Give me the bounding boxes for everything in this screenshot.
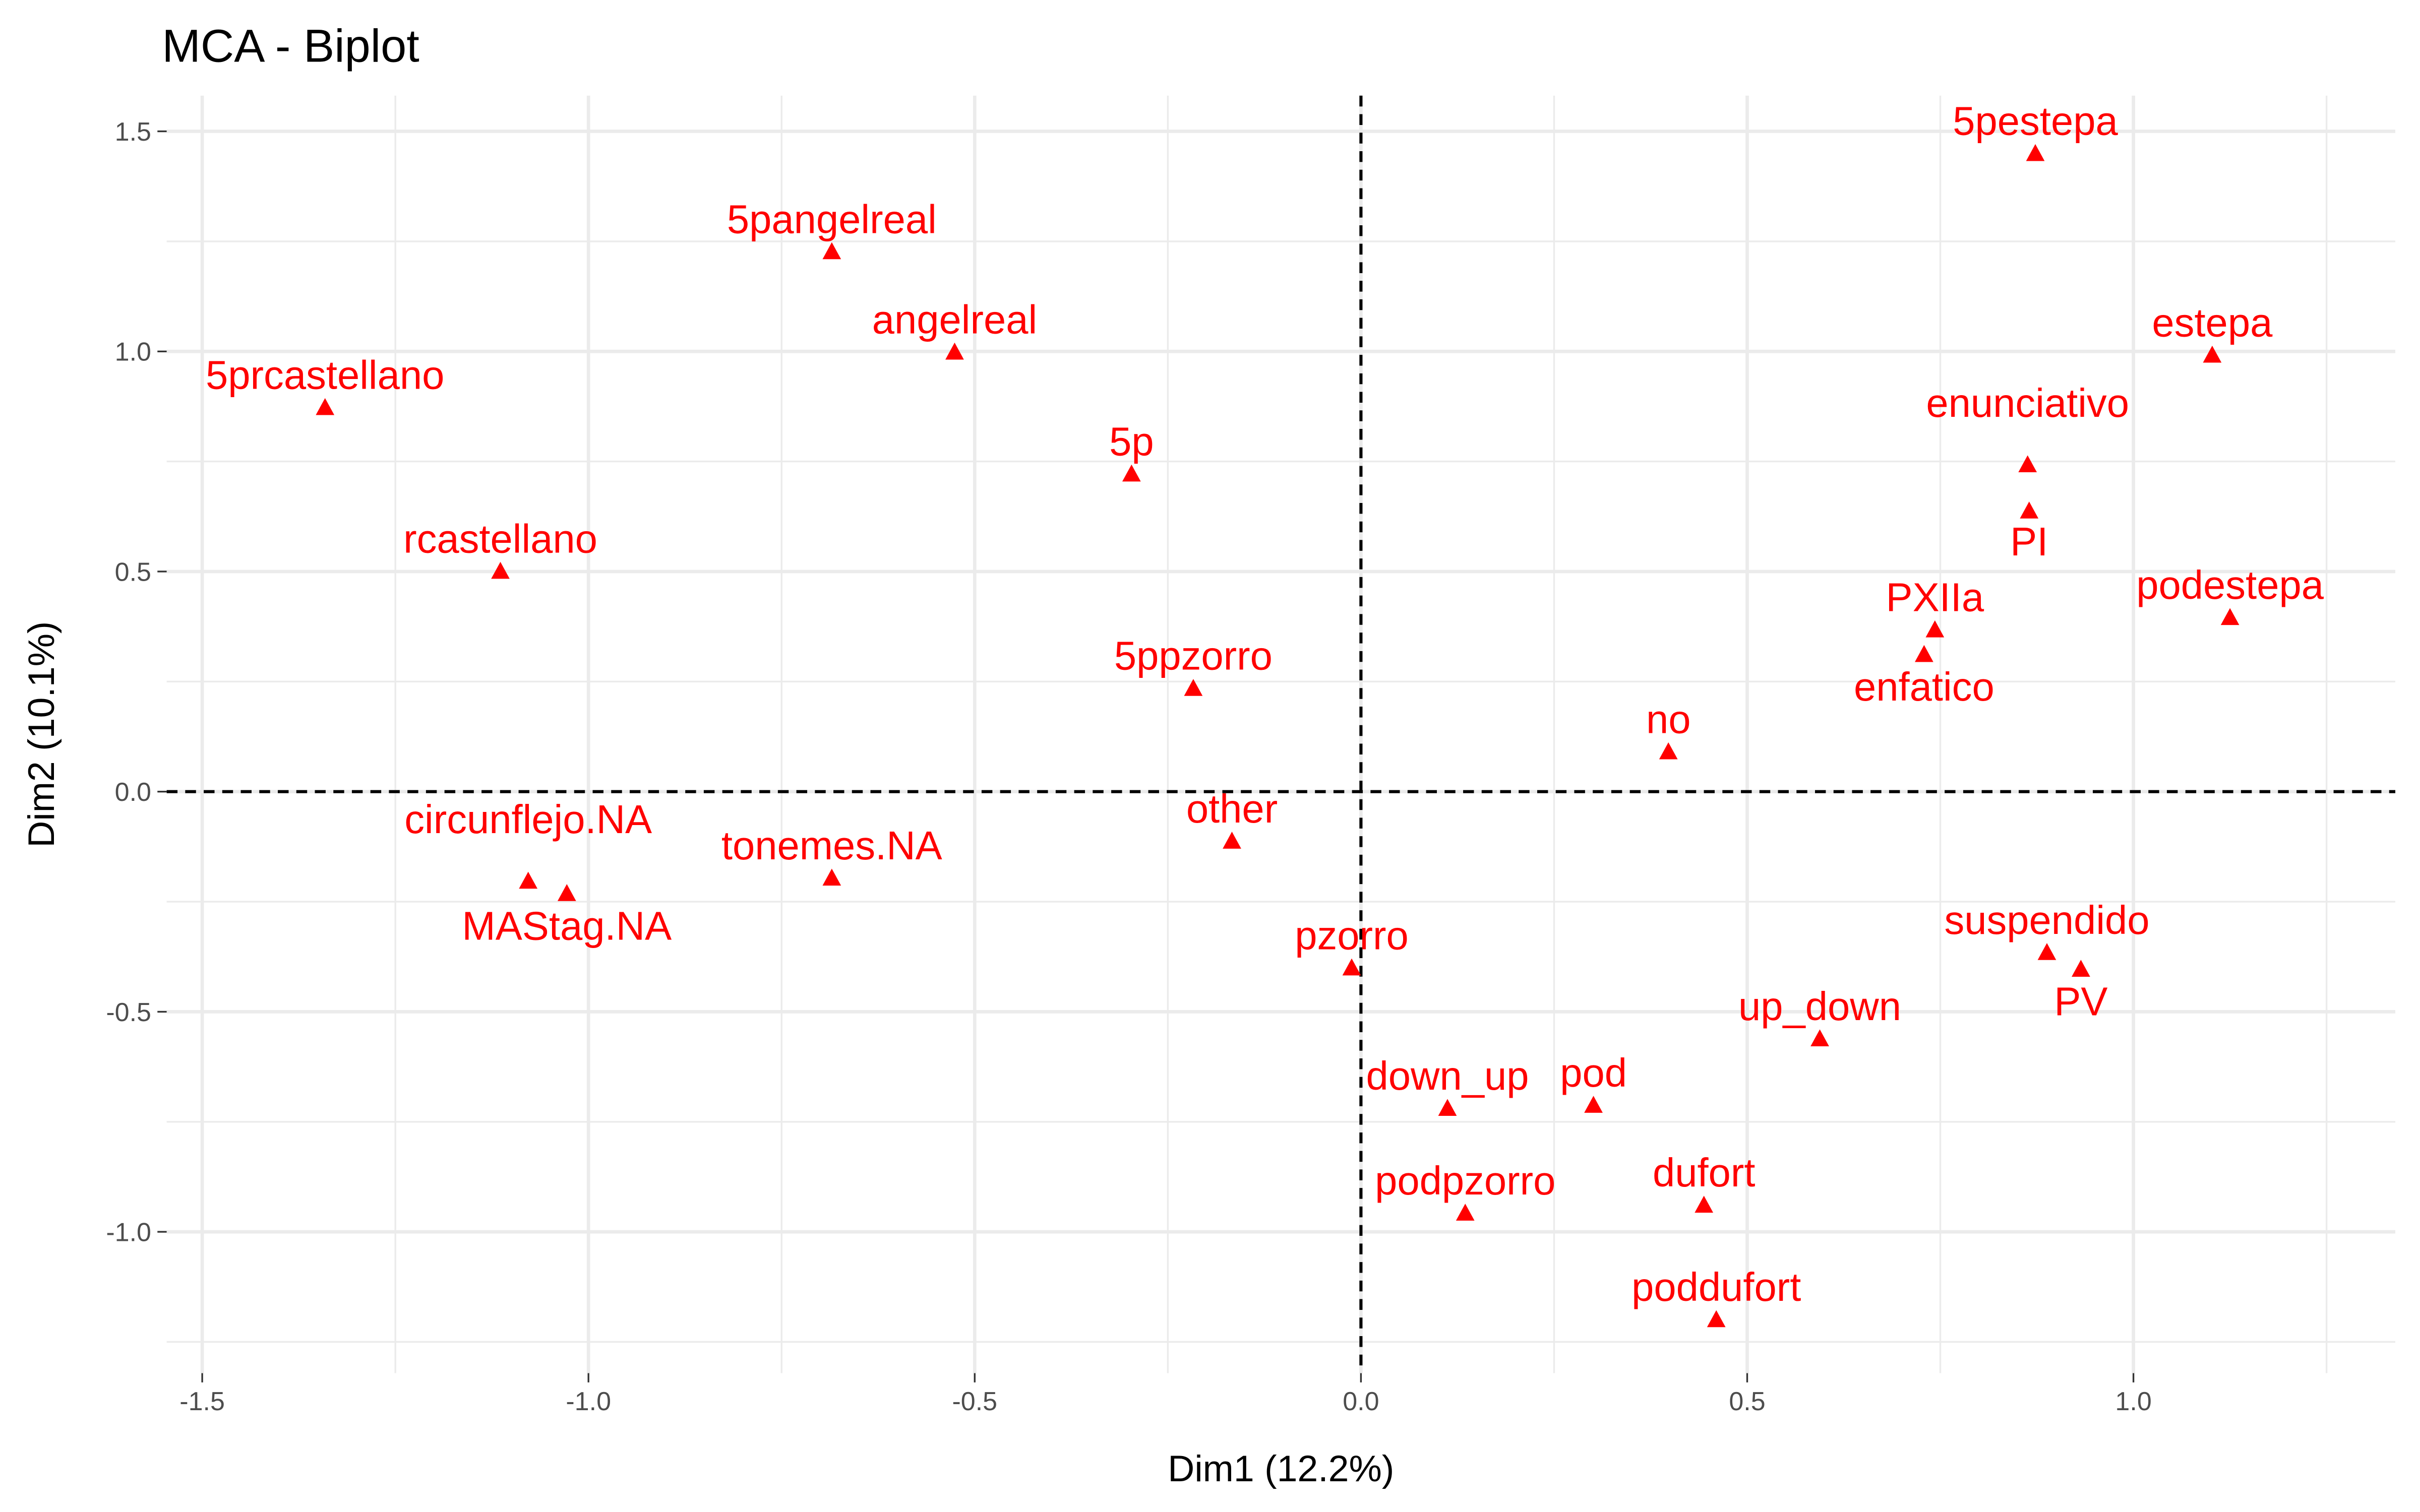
point-marker (1707, 1310, 1726, 1328)
point-marker (2220, 608, 2240, 625)
point-marker (1659, 742, 1678, 760)
point-marker (2018, 455, 2037, 473)
point-label: suspendido (1944, 898, 2149, 942)
point-label: PXIIa (1886, 575, 1984, 620)
point-label: pod (1560, 1050, 1627, 1095)
point-label: 5ppzorro (1114, 634, 1273, 678)
point-marker (822, 868, 841, 886)
y-tick-label: -0.5 (106, 998, 151, 1027)
point-label: poddufort (1631, 1265, 1801, 1309)
point-label: circunflejo.NA (404, 797, 652, 842)
point-label: pzorro (1295, 913, 1409, 958)
point-label: no (1646, 697, 1691, 741)
point-marker (822, 242, 841, 260)
point-label: estepa (2152, 300, 2273, 345)
point-marker (1456, 1204, 1475, 1221)
point-label: enfatico (1854, 664, 1994, 709)
point-marker (1438, 1099, 1457, 1116)
point-label: PV (2054, 979, 2107, 1024)
point-marker (2026, 144, 2045, 161)
point-marker (557, 884, 576, 901)
y-tick-label: 1.5 (115, 117, 151, 147)
x-tick-label: 0.0 (1343, 1387, 1379, 1416)
point-label: 5pestepa (1953, 98, 2118, 143)
chart-title: MCA - Biplot (162, 20, 419, 72)
point-marker (519, 871, 538, 889)
x-tick-label: -1.5 (179, 1387, 225, 1416)
point-label: dufort (1653, 1150, 1756, 1195)
axes: -1.5 -1.0 -0.5 0.0 0.5 1.0 -1.0 -0.5 0.0 0.5 1.0 1.… (106, 117, 2151, 1416)
x-tick-label: -0.5 (952, 1387, 997, 1416)
point-marker (1223, 832, 1241, 849)
point-marker (1695, 1195, 1714, 1213)
point-label: 5prcastellano (206, 352, 444, 397)
point-label: MAStag.NA (462, 903, 672, 948)
x-axis-title: Dim1 (12.2%) (1168, 1447, 1394, 1489)
reference-lines (166, 95, 2396, 1373)
point-marker (1915, 645, 1933, 662)
point-marker (1184, 679, 1203, 696)
point-label: 5p (1109, 419, 1154, 464)
point-label: angelreal (872, 297, 1037, 342)
y-tick-label: 0.5 (115, 557, 151, 587)
point-marker (2037, 943, 2056, 960)
point-marker (1925, 620, 1945, 638)
point-label: podpzorro (1375, 1158, 1555, 1203)
y-tick-label: 1.0 (115, 338, 151, 367)
point-label: podestepa (2136, 562, 2324, 607)
point-label: 5pangelreal (727, 197, 937, 241)
point-label: other (1186, 786, 1278, 831)
point-marker (1342, 958, 1361, 976)
point-marker (491, 561, 510, 579)
y-tick-label: 0.0 (115, 778, 151, 807)
point-marker (1810, 1029, 1829, 1046)
point-label: rcastellano (403, 516, 597, 561)
point-marker (2020, 501, 2039, 519)
point-marker (316, 398, 335, 415)
point-label: down_up (1366, 1053, 1529, 1098)
y-axis-title: Dim2 (10.1%) (20, 621, 62, 848)
point-marker (1122, 464, 1141, 482)
point-marker (1584, 1096, 1603, 1113)
y-tick-label: -1.0 (106, 1218, 151, 1247)
x-tick-label: 0.5 (1729, 1387, 1765, 1416)
x-tick-label: -1.0 (566, 1387, 611, 1416)
grid (166, 95, 2396, 1373)
point-marker (2203, 345, 2222, 363)
point-marker (2072, 960, 2090, 977)
point-marker (945, 342, 964, 360)
x-tick-label: 1.0 (2115, 1387, 2151, 1416)
point-label: enunciativo (1926, 381, 2129, 425)
point-label: tonemes.NA (721, 823, 942, 868)
point-label: PI (2010, 519, 2048, 564)
point-label: up_down (1738, 984, 1901, 1029)
